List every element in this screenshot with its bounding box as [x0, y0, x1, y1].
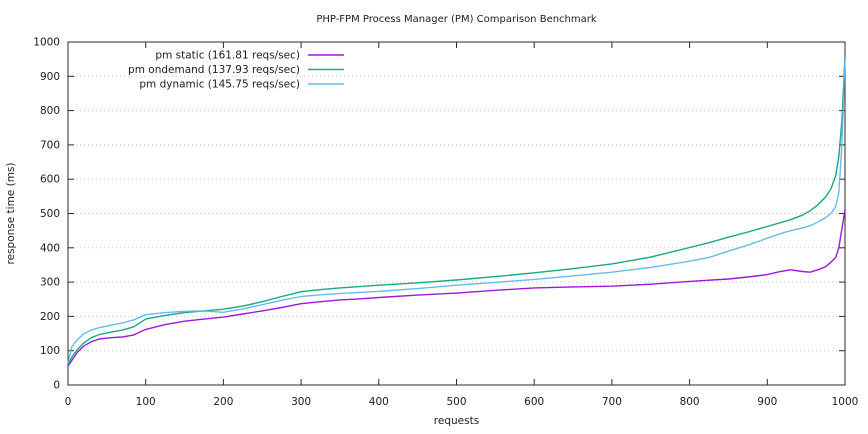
y-tick-label: 200	[40, 311, 60, 323]
legend-item: pm dynamic (145.75 reqs/sec)	[139, 79, 344, 91]
y-tick-label: 300	[40, 277, 60, 289]
x-tick-label: 1000	[832, 396, 859, 408]
legend-label: pm ondemand (137.93 reqs/sec)	[128, 64, 300, 76]
legend-item: pm static (161.81 reqs/sec)	[155, 50, 344, 62]
legend: pm static (161.81 reqs/sec) pm ondemand (…	[128, 50, 344, 91]
y-tick-label: 600	[40, 174, 60, 186]
x-tick-label: 100	[136, 396, 156, 408]
x-tick-label: 0	[65, 396, 72, 408]
x-tick-label: 300	[291, 396, 311, 408]
y-tick-label: 400	[40, 242, 60, 254]
y-tick-label: 100	[40, 345, 60, 357]
x-tick-label: 500	[446, 396, 466, 408]
y-tick-label: 0	[53, 380, 60, 392]
x-axis-label: requests	[434, 415, 479, 427]
x-tick-label: 200	[213, 396, 233, 408]
legend-label: pm static (161.81 reqs/sec)	[155, 50, 300, 62]
series-line-pm-static	[67, 209, 846, 367]
legend-label: pm dynamic (145.75 reqs/sec)	[139, 79, 300, 91]
legend-item: pm ondemand (137.93 reqs/sec)	[128, 64, 344, 76]
y-tick-label: 900	[40, 71, 60, 83]
y-tick-label: 1000	[33, 37, 60, 49]
x-tick-label: 800	[680, 396, 700, 408]
x-tick-label: 400	[369, 396, 389, 408]
x-tick-label: 600	[524, 396, 544, 408]
x-tick-label: 700	[602, 396, 622, 408]
y-tick-label: 700	[40, 139, 60, 151]
x-tick-label: 900	[757, 396, 777, 408]
y-tick-label: 500	[40, 208, 60, 220]
series-line-pm-dynamic	[67, 57, 846, 364]
y-axis-label: response time (ms)	[5, 163, 17, 265]
series-line-pm-ondemand	[67, 55, 846, 366]
y-tick-label: 800	[40, 105, 60, 117]
chart-title: PHP-FPM Process Manager (PM) Comparison …	[316, 14, 597, 25]
